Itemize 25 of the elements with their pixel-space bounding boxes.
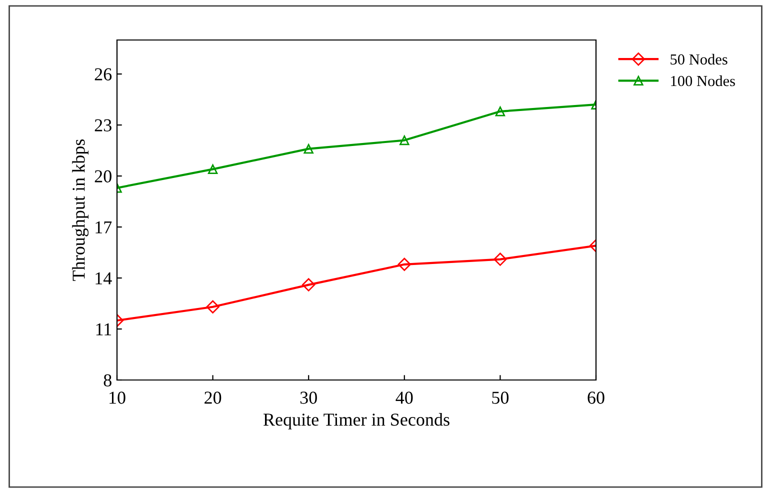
x-tick-label: 10 xyxy=(110,392,126,404)
x-tick-label: 30 xyxy=(300,392,317,404)
point xyxy=(302,278,316,292)
x-tick-label: 40 xyxy=(396,392,413,404)
point xyxy=(206,300,220,314)
point xyxy=(398,258,411,271)
point xyxy=(494,252,507,266)
y-axis-title: Throughput in kbps xyxy=(72,139,89,281)
y-tick-label: 17 xyxy=(96,221,112,234)
x-tick-label: 50 xyxy=(492,392,509,404)
x-tick-label: 60 xyxy=(588,392,604,404)
y-tick-label: 8 xyxy=(104,374,112,386)
x-tick-label: 20 xyxy=(204,392,222,404)
y-tick-label: 14 xyxy=(96,272,112,284)
point xyxy=(495,106,506,116)
y-tick-label: 11 xyxy=(96,323,112,336)
y-tick-label: 23 xyxy=(94,119,112,132)
legend-label: 50 Nodes xyxy=(670,54,728,65)
legend-label: 100 Nodes xyxy=(671,75,735,86)
point xyxy=(400,135,410,146)
point xyxy=(208,164,218,174)
y-tick-label: 26 xyxy=(94,68,112,80)
x-axis-title: Requite Timer in Seconds xyxy=(263,413,450,430)
point xyxy=(304,144,314,154)
y-tick-label: 20 xyxy=(94,170,112,182)
